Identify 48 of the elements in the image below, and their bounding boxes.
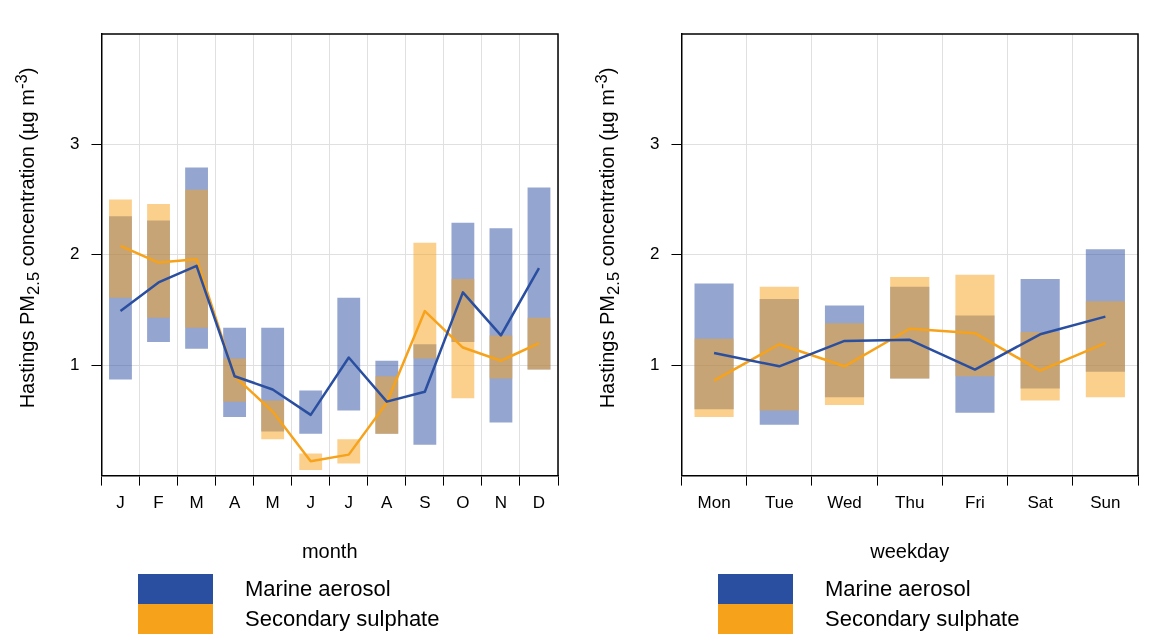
bar	[223, 358, 247, 402]
legend-label: Secondary sulphate	[825, 606, 1020, 631]
bar	[694, 338, 734, 418]
x-tick-label: M	[189, 493, 204, 513]
bar	[759, 286, 799, 411]
y-tick-label: 3	[69, 134, 80, 154]
x-tick-label: Sat	[1027, 493, 1054, 513]
x-tick-label: Mon	[697, 493, 731, 513]
x-tick-label: N	[494, 493, 508, 513]
bar	[1085, 301, 1125, 398]
legend-label: Marine aerosol	[825, 576, 971, 601]
bar	[299, 390, 323, 434]
x-tick-label: Sun	[1090, 493, 1121, 513]
x-tick-label: Fri	[965, 493, 985, 513]
x-tick-label: F	[153, 493, 164, 513]
y-tick-label: 1	[69, 354, 80, 374]
bar	[109, 199, 132, 298]
x-tick-label: A	[381, 493, 394, 513]
x-tick-label: A	[228, 493, 241, 513]
x-tick-label: J	[306, 493, 315, 513]
bar	[489, 335, 513, 379]
bar	[147, 204, 170, 318]
x-tick-label: S	[419, 493, 431, 513]
bar	[527, 317, 551, 370]
legend-label: Marine aerosol	[245, 576, 391, 601]
y-tick-label: 2	[649, 244, 660, 264]
bar	[955, 274, 995, 377]
x-tick-label: D	[532, 493, 546, 513]
bar	[413, 242, 437, 359]
y-tick-label: 1	[649, 354, 660, 374]
bar	[824, 323, 865, 405]
y-tick-label: 3	[649, 134, 660, 154]
x-tick-label: Wed	[827, 493, 862, 513]
bar	[261, 400, 285, 440]
y-tick-label: 2	[69, 244, 80, 264]
x-tick-label: Thu	[895, 493, 925, 513]
bar	[451, 279, 475, 399]
x-tick-label: M	[265, 493, 280, 513]
x-tick-label: J	[344, 493, 353, 513]
bar	[1020, 332, 1060, 401]
x-tick-label: Tue	[764, 493, 794, 513]
bar	[185, 189, 208, 328]
x-axis-title: weekday	[869, 539, 950, 562]
bar	[337, 297, 361, 411]
x-tick-label: O	[456, 493, 470, 513]
x-axis-title: month	[301, 539, 358, 562]
legend-label: Secondary sulphate	[245, 606, 440, 631]
x-tick-label: J	[116, 493, 125, 513]
